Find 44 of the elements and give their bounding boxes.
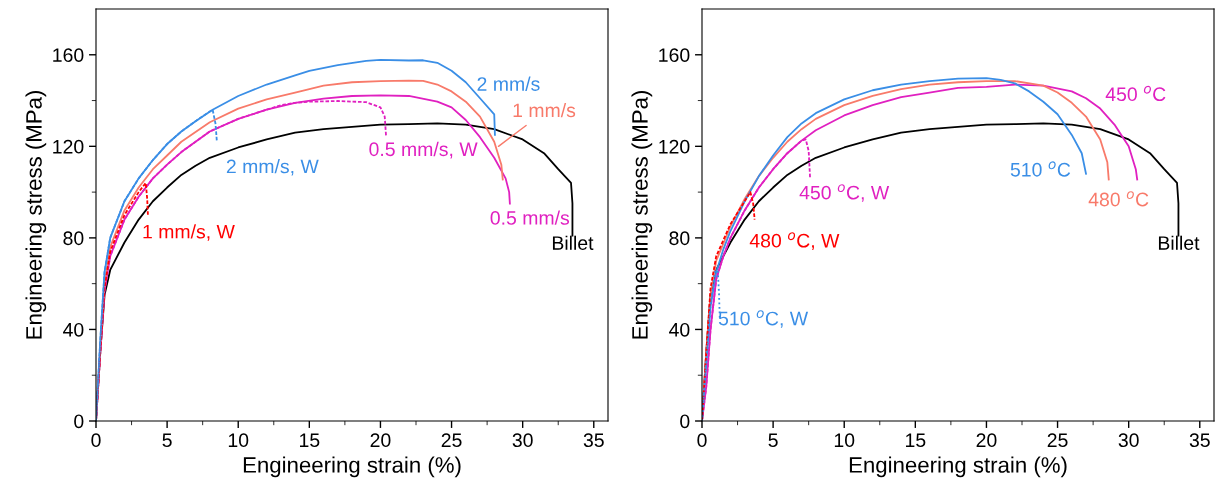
- y-tick-label: 40: [669, 322, 690, 337]
- x-tick-label: 0: [91, 433, 101, 448]
- y-tick-label: 80: [669, 231, 690, 246]
- y-tick-label: 0: [680, 414, 690, 429]
- y-axis-title: Engineering stress (MPa): [25, 91, 47, 339]
- x-axis-title: Engineering strain (%): [243, 456, 461, 478]
- y-tick-label: 120: [659, 139, 690, 154]
- x-axis-title: Engineering strain (%): [849, 456, 1067, 478]
- series-label: 0.5 mm/s, W: [369, 141, 478, 159]
- x-tick-label: 35: [1189, 433, 1210, 448]
- y-axis-title: Engineering stress (MPa): [631, 91, 653, 339]
- x-tick-label: 5: [162, 433, 172, 448]
- series-label: 480 $^{o}$C, W: [749, 232, 840, 250]
- x-tick-label: 35: [583, 433, 604, 448]
- x-tick-label: 5: [768, 433, 778, 448]
- series-label: 2 mm/s, W: [226, 159, 319, 176]
- series-label: 510 $^{o}$C, W: [718, 310, 809, 328]
- y-tick-label: 80: [63, 231, 84, 246]
- y-tick-label: 160: [53, 48, 84, 63]
- y-tick-label: 0: [74, 414, 84, 429]
- x-tick-label: 0: [697, 433, 707, 448]
- series-label: 0.5 mm/s: [490, 210, 570, 225]
- series-label: 1 mm/s: [513, 102, 576, 118]
- series-label: Billet: [1158, 235, 1200, 250]
- x-tick-label: 15: [300, 433, 320, 448]
- x-tick-label: 20: [976, 433, 997, 448]
- x-tick-label: 30: [512, 433, 533, 448]
- series-label: 450 $^{o}$C, W: [799, 184, 890, 202]
- x-tick-label: 15: [906, 433, 926, 448]
- y-tick-label: 160: [659, 48, 690, 63]
- series-label: Billet: [552, 235, 594, 250]
- y-tick-label: 120: [53, 139, 84, 154]
- x-tick-label: 10: [228, 433, 249, 448]
- series-label: 1 mm/s, W: [143, 224, 235, 241]
- x-tick-label: 10: [834, 433, 855, 448]
- series-label: 510 $^{o}$C: [1010, 161, 1071, 177]
- series-label: 450 $^{o}$C: [1105, 85, 1166, 102]
- x-tick-label: 25: [1047, 433, 1068, 448]
- series-label: 480 $^{o}$C: [1088, 191, 1149, 207]
- x-tick-label: 25: [441, 433, 462, 448]
- series-label: 2 mm/s: [477, 76, 540, 91]
- y-tick-label: 40: [63, 322, 84, 337]
- x-tick-label: 30: [1118, 433, 1139, 448]
- x-tick-label: 20: [370, 433, 391, 448]
